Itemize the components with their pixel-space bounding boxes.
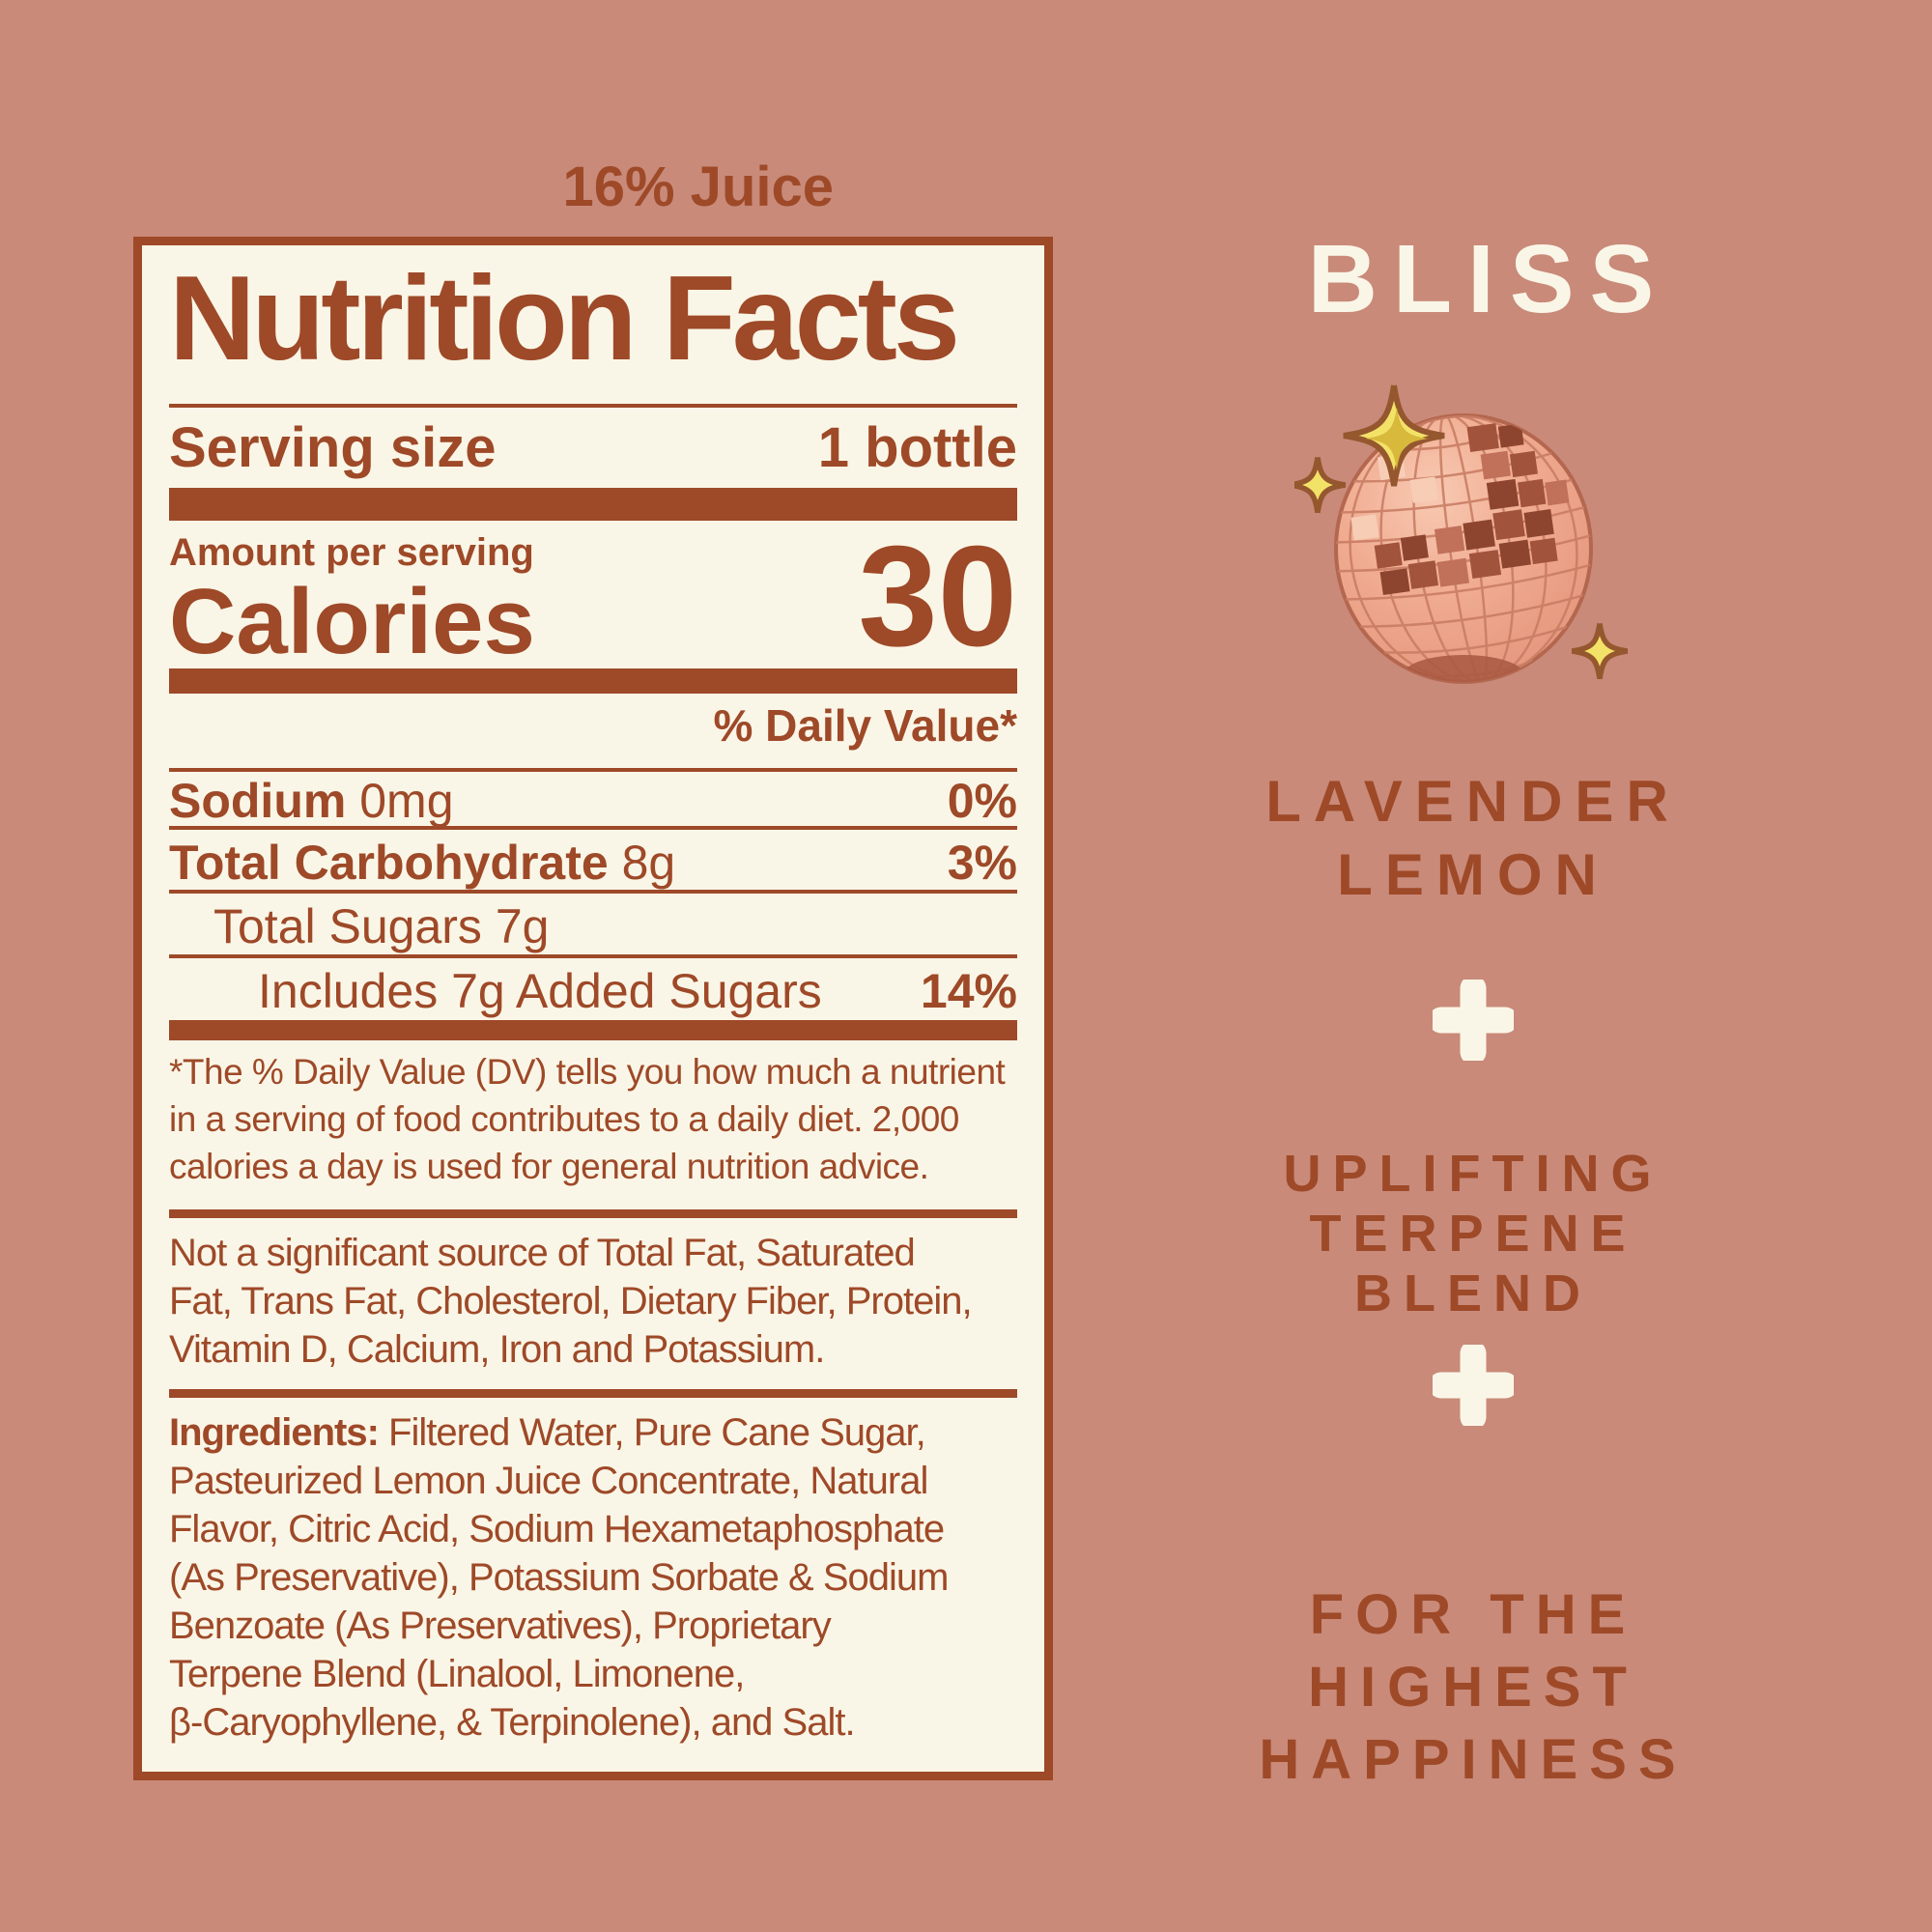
- ingredients-text: Filtered Water, Pure Cane Sugar, Pasteur…: [169, 1411, 949, 1744]
- divider: [169, 768, 1017, 772]
- divider: [169, 954, 1017, 958]
- daily-value-footnote: *The % Daily Value (DV) tells you how mu…: [169, 1052, 1006, 1186]
- divider: [169, 890, 1017, 894]
- calories-row: Calories 30: [169, 526, 1017, 668]
- nutrient-row-sodium: Sodium 0mg 0%: [169, 775, 1017, 828]
- product-name: BLISS: [1307, 225, 1670, 333]
- nutrient-row-added-sugars: Includes 7g Added Sugars 14%: [169, 965, 1017, 1018]
- ingredients-label: Ingredients:: [169, 1411, 380, 1454]
- nutrient-name: Total Carbohydrate: [169, 836, 609, 890]
- divider: [169, 1209, 1017, 1218]
- nutrition-title: Nutrition Facts: [169, 252, 960, 385]
- serving-size-value: 1 bottle: [817, 416, 1017, 479]
- divider: [169, 404, 1017, 408]
- nutrient-name-amount: Sodium 0mg: [169, 775, 454, 828]
- sparkle-icon-large-shade: [1365, 407, 1429, 470]
- thick-divider: [169, 488, 1017, 521]
- nutrient-dv: 14%: [920, 964, 1017, 1018]
- juice-percentage: 16% Juice: [562, 156, 834, 218]
- divider: [169, 1389, 1017, 1398]
- feature-text: UPLIFTING TERPENE BLEND: [1283, 1145, 1663, 1322]
- nutrition-facts-content: Nutrition Facts Serving size 1 bottle Am…: [169, 245, 1017, 1772]
- calories-value: 30: [858, 517, 1017, 676]
- flavor-name: LAVENDER LEMON: [1265, 769, 1681, 907]
- ingredients: Ingredients: Filtered Water, Pure Cane S…: [169, 1408, 1017, 1747]
- nutrient-row-carbohydrate: Total Carbohydrate 8g 3%: [169, 837, 1017, 890]
- nutrient-row-total-sugars: Total Sugars 7g: [169, 900, 1017, 953]
- serving-size-row: Serving size 1 bottle: [169, 417, 1017, 479]
- sparkle-icon-bottom-right: [1571, 622, 1629, 680]
- nutrient-amount: 8g: [621, 836, 676, 890]
- nutrient-dv: 0%: [947, 774, 1017, 828]
- nutrient-name: Sodium: [169, 774, 347, 828]
- nutrient-dv: 3%: [947, 836, 1017, 890]
- sparkle-icon-left: [1289, 456, 1347, 514]
- plus-icon: [1428, 1340, 1519, 1431]
- divider: [169, 826, 1017, 830]
- not-significant-note: Not a significant source of Total Fat, S…: [169, 1232, 973, 1371]
- thick-divider: [169, 1020, 1017, 1040]
- nutrient-name: Includes 7g Added Sugars: [258, 964, 822, 1018]
- disco-ball-illustration: [1289, 379, 1633, 703]
- nutrient-amount: 7g: [495, 899, 550, 953]
- nutrient-name-amount: Total Sugars 7g: [169, 900, 549, 953]
- thick-divider: [169, 668, 1017, 694]
- disco-ball-svg: [1289, 384, 1629, 684]
- nutrition-facts-panel: Nutrition Facts Serving size 1 bottle Am…: [133, 237, 1053, 1780]
- daily-value-header: % Daily Value*: [713, 700, 1018, 751]
- serving-size-label: Serving size: [169, 416, 497, 479]
- calories-label: Calories: [169, 570, 535, 673]
- tagline: FOR THE HIGHEST HAPPINESS: [1259, 1583, 1688, 1791]
- nutrient-name-amount: Total Carbohydrate 8g: [169, 837, 675, 890]
- nutrient-name: Total Sugars: [213, 899, 482, 953]
- nutrient-amount: 0mg: [359, 774, 454, 828]
- amount-per-serving-label: Amount per serving: [169, 531, 534, 574]
- plus-icon: [1428, 975, 1519, 1065]
